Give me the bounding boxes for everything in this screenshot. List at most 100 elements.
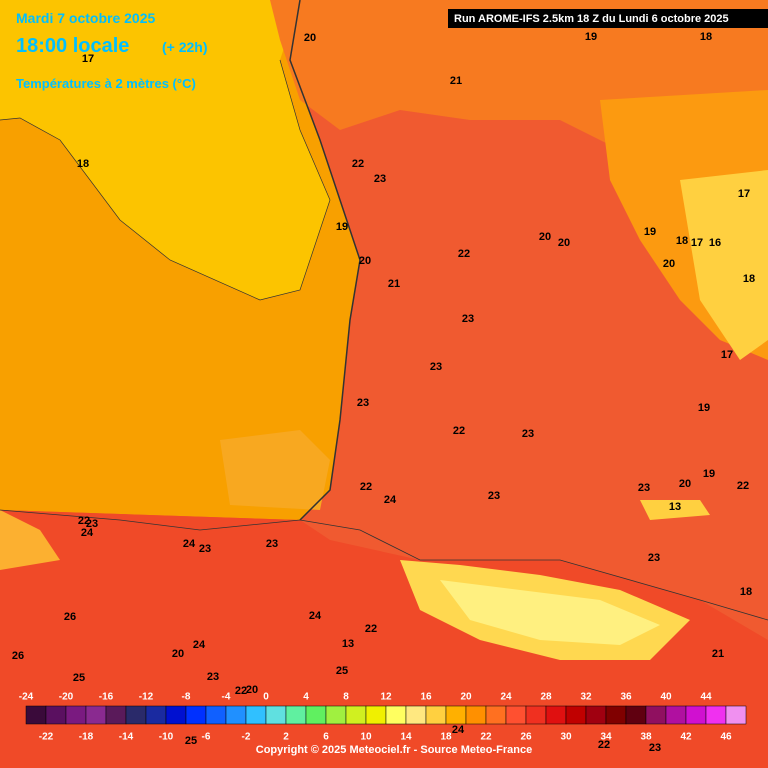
temperature-label: 16 xyxy=(709,237,721,249)
temperature-label: 24 xyxy=(384,494,397,506)
cantabria xyxy=(0,510,60,570)
temperature-label: 19 xyxy=(698,402,710,414)
run-banner xyxy=(448,9,768,28)
scale-swatch xyxy=(705,705,727,725)
parameter: Températures à 2 mètres (°C) xyxy=(16,76,196,91)
scale-label-bottom: -10 xyxy=(159,732,174,743)
temperature-label: 13 xyxy=(669,501,681,513)
temperature-label: 21 xyxy=(712,648,724,660)
border xyxy=(0,509,768,621)
scale-swatch xyxy=(565,705,587,725)
temperature-label: 24 xyxy=(183,538,196,550)
scale-swatch xyxy=(405,705,427,725)
temperature-label: 21 xyxy=(450,75,462,87)
scale-swatch xyxy=(165,705,187,725)
scale-swatch xyxy=(285,705,307,725)
scale-swatch xyxy=(385,705,407,725)
scale-swatch xyxy=(605,705,627,725)
scale-label-top: -24 xyxy=(19,692,34,703)
scale-label-top: 8 xyxy=(343,692,349,703)
temperature-label: 24 xyxy=(193,639,206,651)
scale-swatch xyxy=(625,705,647,725)
scale-label-top: 24 xyxy=(500,692,512,703)
temperature-label: 25 xyxy=(73,672,85,684)
scale-swatch xyxy=(225,705,247,725)
scale-label-top: 40 xyxy=(660,692,672,703)
scale-swatch xyxy=(465,705,487,725)
temperature-label: 20 xyxy=(304,32,316,44)
scale-label-bottom: 10 xyxy=(360,732,372,743)
temperature-label: 23 xyxy=(649,742,661,754)
scale-swatch xyxy=(265,705,287,725)
spain-north xyxy=(0,510,768,768)
temperature-label: 23 xyxy=(638,482,650,494)
temperature-label: 23 xyxy=(488,490,500,502)
scale-label-bottom: 6 xyxy=(323,732,329,743)
copyright: Copyright © 2025 Meteociel.fr - Source M… xyxy=(256,744,532,756)
temperature-label: 23 xyxy=(648,552,660,564)
temperature-label: 22 xyxy=(453,425,465,437)
scale-swatch xyxy=(645,705,667,725)
scale-label-bottom: 46 xyxy=(720,732,732,743)
scale-swatch xyxy=(685,705,707,725)
temperature-label: 23 xyxy=(357,397,369,409)
scale-label-top: 4 xyxy=(303,692,309,703)
temperature-label: 19 xyxy=(585,31,597,43)
temperature-label: 20 xyxy=(246,684,258,696)
scale-label-top: 20 xyxy=(460,692,472,703)
scale-label-top: -16 xyxy=(99,692,114,703)
temperature-label: 18 xyxy=(743,273,755,285)
scale-label-bottom: 14 xyxy=(400,732,412,743)
temperature-label: 25 xyxy=(185,735,197,747)
temperature-label: 26 xyxy=(12,650,24,662)
scale-label-bottom: 30 xyxy=(560,732,572,743)
scale-swatch xyxy=(725,705,747,725)
run-info: Run AROME-IFS 2.5km 18 Z du Lundi 6 octo… xyxy=(454,13,729,25)
temperature-label: 22 xyxy=(365,623,377,635)
temperature-label: 22 xyxy=(235,685,247,697)
coastline xyxy=(289,0,361,521)
temperature-label: 20 xyxy=(359,255,371,267)
scale-label-bottom: 2 xyxy=(283,732,289,743)
time: 18:00 locale xyxy=(16,35,129,57)
date: Mardi 7 octobre 2025 xyxy=(16,10,155,26)
scale-label-top: -4 xyxy=(222,692,231,703)
scale-label-bottom: -2 xyxy=(242,732,251,743)
temperature-label: 22 xyxy=(598,739,610,751)
temperature-label: 23 xyxy=(207,671,219,683)
scale-swatch xyxy=(305,705,327,725)
scale-swatch xyxy=(205,705,227,725)
scale-swatch xyxy=(365,705,387,725)
scale-swatch xyxy=(425,705,447,725)
scale-swatch xyxy=(345,705,367,725)
temperature-label: 24 xyxy=(309,610,322,622)
temperature-label: 23 xyxy=(430,361,442,373)
temperature-label: 22 xyxy=(352,158,364,170)
scale-label-top: -8 xyxy=(182,692,191,703)
scale-label-bottom: 26 xyxy=(520,732,532,743)
scale-swatch xyxy=(245,705,267,725)
temperature-label: 21 xyxy=(388,278,400,290)
scale-label-top: 12 xyxy=(380,692,392,703)
scale-swatch xyxy=(25,705,47,725)
scale-swatch xyxy=(325,705,347,725)
scale-label-bottom: 42 xyxy=(680,732,692,743)
highlands xyxy=(680,170,768,360)
pyrenees-peaks xyxy=(440,580,660,645)
temperature-label: 20 xyxy=(663,258,675,270)
scale-swatch xyxy=(585,705,607,725)
temperature-label: 17 xyxy=(691,237,703,249)
scale-swatch xyxy=(185,705,207,725)
temperature-label: 24 xyxy=(452,724,465,736)
scale-swatch xyxy=(505,705,527,725)
temperature-label: 18 xyxy=(740,586,752,598)
scale-label-top: 36 xyxy=(620,692,632,703)
cool-ocean-zone xyxy=(0,0,330,300)
temperature-label: 20 xyxy=(679,478,691,490)
temperature-label: 19 xyxy=(703,468,715,480)
scale-label-bottom: 38 xyxy=(640,732,652,743)
temperature-label: 20 xyxy=(539,231,551,243)
scale-label-bottom: -6 xyxy=(202,732,211,743)
